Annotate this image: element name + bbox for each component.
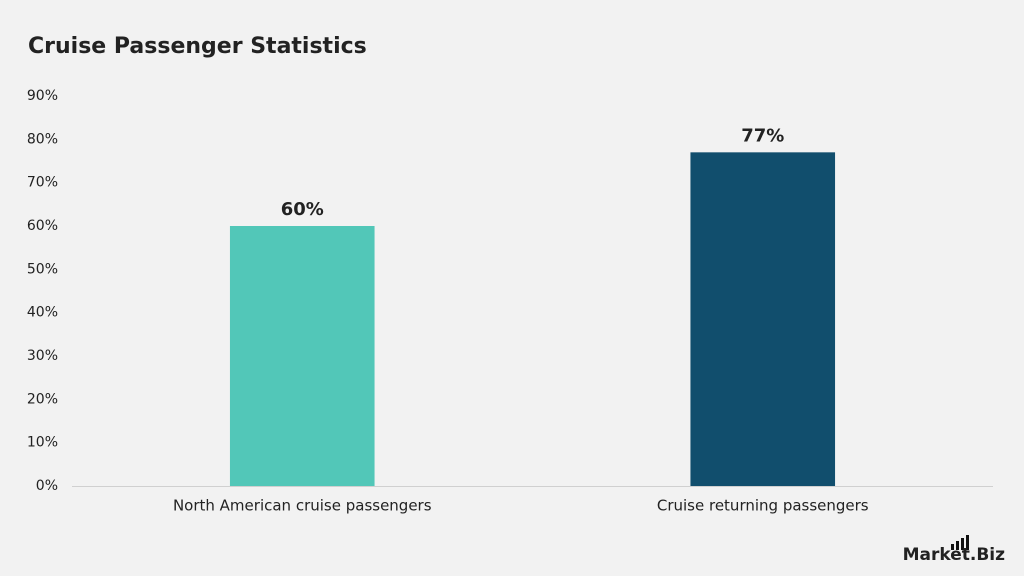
bar [229, 226, 375, 486]
y-tick-label: 50% [27, 261, 58, 277]
logo-icon [951, 535, 969, 550]
y-tick-label: 80% [27, 131, 58, 147]
y-tick-label: 60% [27, 218, 58, 234]
x-tick-label: North American cruise passengers [173, 497, 432, 515]
y-tick-label: 90% [27, 88, 58, 104]
value-label: 60% [281, 199, 324, 220]
y-tick-label: 20% [27, 391, 58, 407]
value-label: 77% [741, 125, 784, 146]
x-tick-label: Cruise returning passengers [657, 497, 869, 515]
y-tick-label: 10% [27, 435, 58, 451]
chart-title: Cruise Passenger Statistics [28, 34, 367, 59]
y-tick-label: 30% [27, 348, 58, 364]
y-tick-label: 70% [27, 175, 58, 191]
watermark: Market.Biz [903, 545, 1006, 565]
y-tick-label: 0% [36, 478, 58, 494]
y-tick-label: 40% [27, 305, 58, 321]
bar [690, 152, 836, 487]
